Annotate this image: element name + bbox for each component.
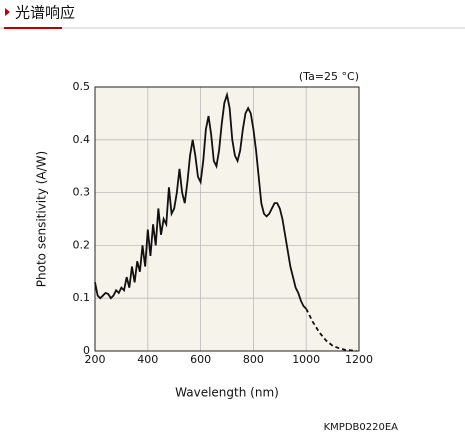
x-tick-label: 1000 [292, 353, 320, 366]
x-tick-label: 200 [85, 353, 106, 366]
condition-note: (Ta=25 °C) [299, 70, 359, 83]
plot-frame [94, 86, 360, 352]
y-axis-label: Photo sensitivity (A/W) [35, 151, 49, 287]
y-tick-label: 0.5 [73, 80, 91, 93]
x-tick-label: 800 [243, 353, 264, 366]
y-tick-label: 0.2 [73, 238, 91, 251]
y-tick-label: 0.1 [73, 291, 91, 304]
y-tick-label: 0 [83, 344, 90, 357]
figure-code: KMPDB0220EA [324, 422, 399, 433]
spectral-curve [305, 308, 357, 352]
x-tick-label: 400 [137, 353, 158, 366]
spectral-curve [94, 91, 307, 310]
x-tick-label: 600 [190, 353, 211, 366]
header-marker [5, 8, 10, 16]
plot-area [95, 87, 359, 351]
y-tick-label: 0.4 [73, 133, 91, 146]
x-axis-label: Wavelength (nm) [175, 386, 279, 400]
y-tick-label: 0.3 [73, 186, 91, 199]
x-tick-label: 1200 [345, 353, 373, 366]
header-title: 光谱响应 [15, 4, 75, 22]
